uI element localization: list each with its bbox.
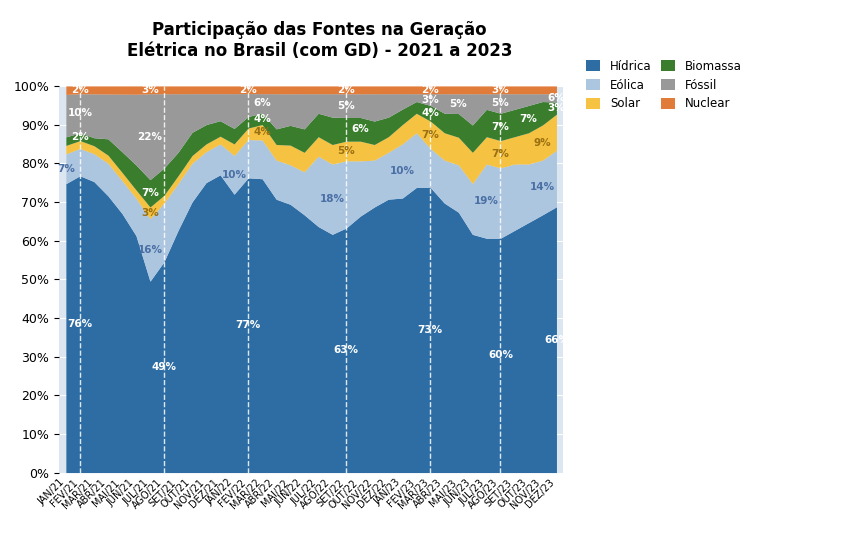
Text: 77%: 77% [235,320,261,330]
Text: 7%: 7% [57,164,75,174]
Text: 7%: 7% [421,130,439,140]
Text: 2%: 2% [239,85,257,95]
Text: 5%: 5% [449,99,468,108]
Text: 63%: 63% [334,345,359,355]
Text: Participação das Fontes na Geração
Elétrica no Brasil (com GD) - 2021 a 2023: Participação das Fontes na Geração Elétr… [127,21,512,60]
Text: 2%: 2% [71,132,89,142]
Text: 10%: 10% [389,166,415,176]
Text: 10%: 10% [67,108,93,118]
Text: 16%: 16% [137,245,162,255]
Text: 2%: 2% [337,85,355,95]
Text: 49%: 49% [151,362,177,372]
Text: 22%: 22% [137,132,162,142]
Text: 6%: 6% [352,125,369,134]
Text: 3%: 3% [141,85,159,95]
Text: 66%: 66% [544,335,569,345]
Legend: Hídrica, Eólica, Solar, Biomassa, Fóssil, Nuclear: Hídrica, Eólica, Solar, Biomassa, Fóssil… [586,60,742,111]
Text: 2%: 2% [421,85,439,95]
Text: 4%: 4% [253,114,271,124]
Text: 3%: 3% [421,95,439,105]
Text: 4%: 4% [421,108,439,118]
Text: 3%: 3% [491,85,510,95]
Text: 7%: 7% [520,114,537,124]
Text: 76%: 76% [67,319,93,329]
Text: 4%: 4% [253,127,271,137]
Text: 6%: 6% [547,93,565,103]
Text: 10%: 10% [221,170,246,180]
Text: 60%: 60% [488,351,513,360]
Text: 3%: 3% [141,208,159,218]
Text: 73%: 73% [418,325,443,335]
Text: 19%: 19% [474,196,499,206]
Text: 5%: 5% [337,146,355,156]
Text: 7%: 7% [141,188,159,198]
Text: 3%: 3% [547,103,565,113]
Text: 18%: 18% [320,194,345,204]
Text: 6%: 6% [253,98,271,108]
Text: 5%: 5% [491,98,510,108]
Text: 7%: 7% [491,149,510,159]
Text: 7%: 7% [491,122,510,132]
Text: 14%: 14% [530,183,555,192]
Text: 2%: 2% [71,85,89,95]
Text: 9%: 9% [534,137,551,148]
Text: 5%: 5% [337,100,355,111]
